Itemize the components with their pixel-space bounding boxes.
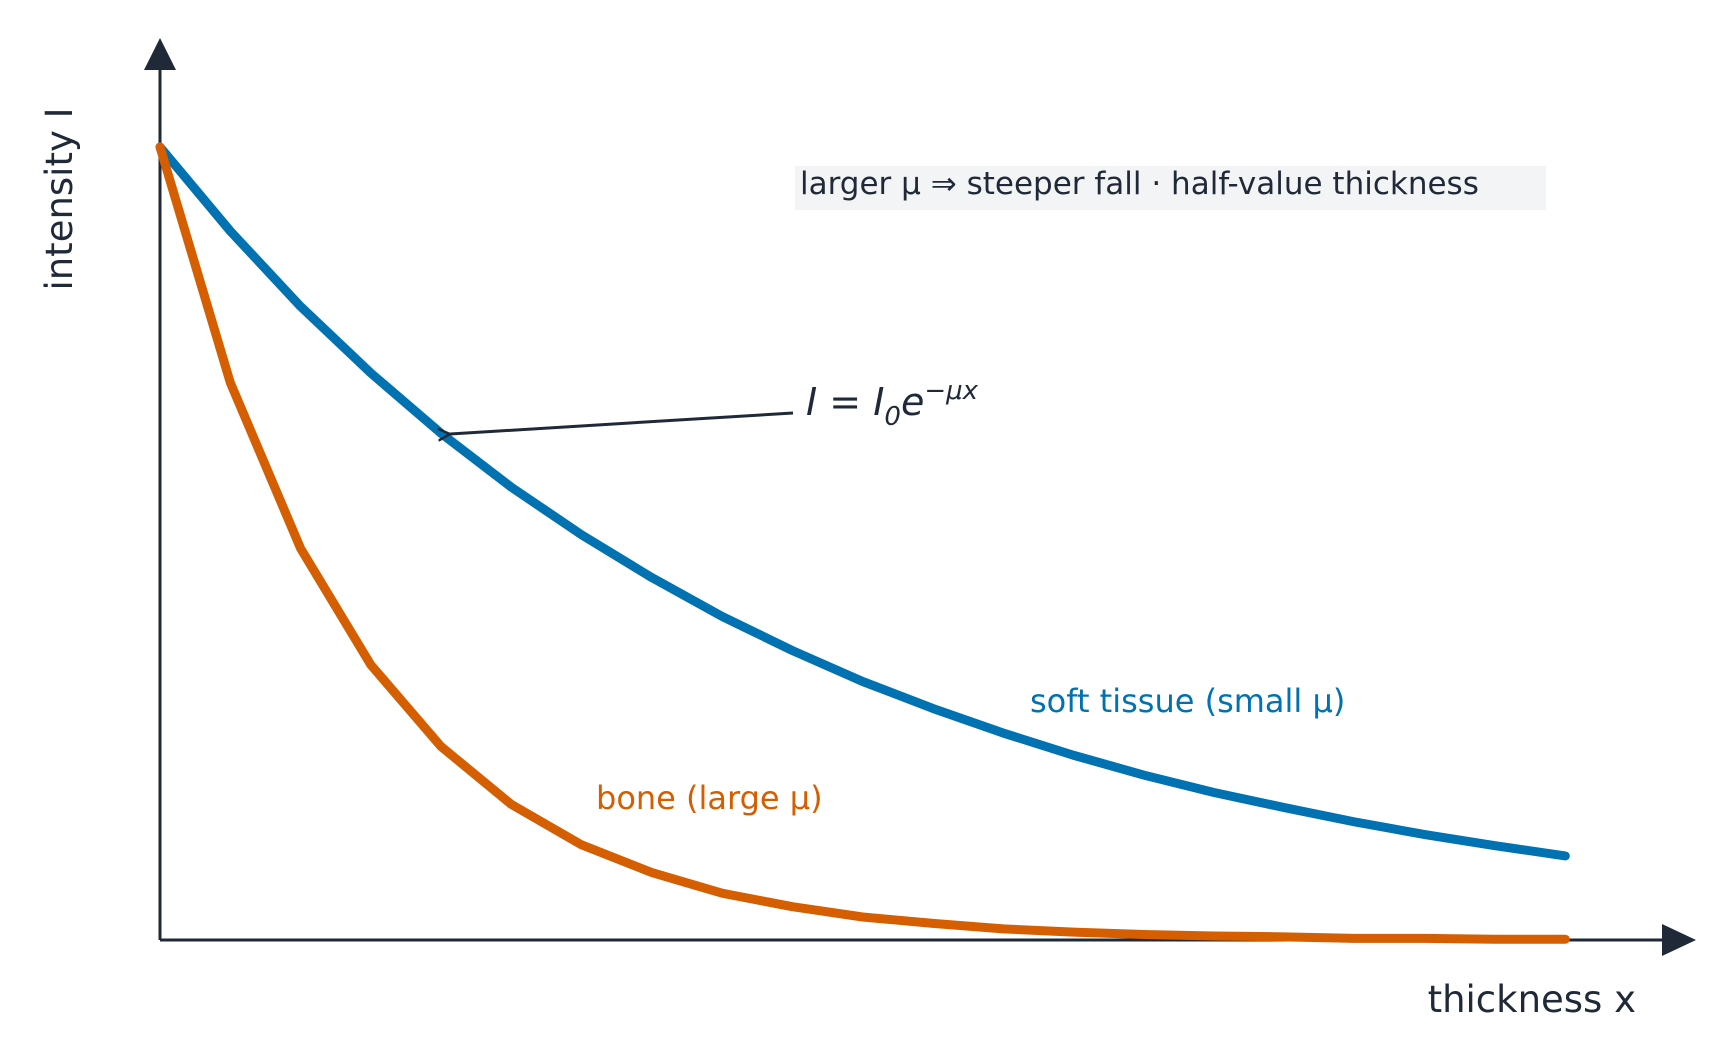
series-line	[155, 142, 1570, 944]
formula-part: I = I	[806, 380, 884, 424]
y-axis-arrow	[144, 38, 176, 70]
formula-superscript: −μx	[924, 376, 978, 406]
annotation-arrow	[450, 411, 794, 434]
formula-part: e	[901, 380, 924, 424]
series-line	[155, 142, 1570, 861]
formula-subscript: 0	[884, 402, 901, 432]
formula: I = I0e−μx	[806, 376, 979, 432]
x-axis-label: thickness x	[1428, 978, 1636, 1021]
title-box	[795, 166, 1546, 210]
x-axis-arrow	[1662, 924, 1696, 956]
series-label: soft tissue (small μ)	[1030, 682, 1345, 720]
y-axis-label: intensity I	[38, 107, 81, 290]
plot-area	[155, 142, 1570, 944]
series-label: bone (large μ)	[596, 779, 823, 817]
chart-title: larger μ ⇒ steeper fall · half-value thi…	[800, 166, 1479, 202]
